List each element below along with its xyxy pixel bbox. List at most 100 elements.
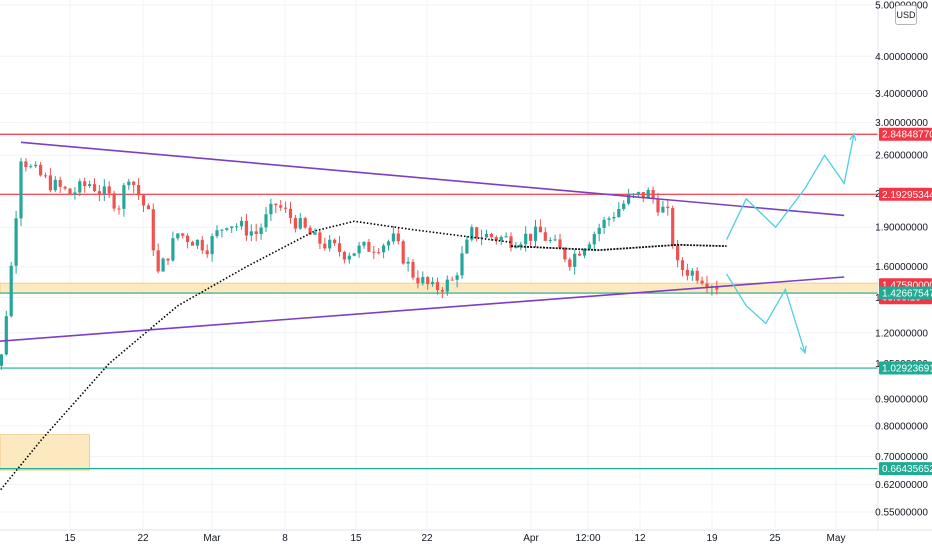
candle-body <box>705 283 709 288</box>
candle-body <box>582 249 587 256</box>
candle-body <box>372 251 376 253</box>
candle-body <box>284 207 288 209</box>
trendlines <box>0 141 845 342</box>
candle-body <box>333 239 337 244</box>
candle-body <box>186 235 190 243</box>
candle-body <box>357 245 361 254</box>
price-labels: 2.848487702.192953441.4758000003:09:191.… <box>879 127 932 476</box>
candle-body <box>685 269 689 276</box>
candle-body <box>132 181 136 186</box>
price-axis-panel[interactable] <box>878 0 932 530</box>
candle-body <box>450 279 454 281</box>
grid <box>0 0 878 530</box>
candle-body <box>288 208 293 218</box>
candle-body <box>58 179 62 187</box>
trendline-lower <box>0 276 845 342</box>
candle-body <box>470 227 474 240</box>
candle-body <box>230 226 234 229</box>
candle-body <box>597 227 601 235</box>
black-moving-average <box>510 243 727 252</box>
candle-body <box>137 185 141 196</box>
candle-body <box>48 175 52 191</box>
candle-body <box>14 218 18 266</box>
candle-body <box>171 238 175 261</box>
time-tick-label: May <box>827 533 846 544</box>
candle-body <box>514 246 518 248</box>
candle-body <box>440 290 444 292</box>
candle-body <box>646 189 650 199</box>
candle-body <box>416 277 420 284</box>
price-label-value: 1.47580000 <box>882 280 932 291</box>
price-label-bg <box>879 127 932 141</box>
projections <box>726 132 857 355</box>
candle-body <box>244 220 248 236</box>
candle-body <box>465 239 469 254</box>
projection-path <box>726 133 855 240</box>
candle-body <box>215 230 219 237</box>
price-tick-label: 0.80000000 <box>875 421 928 432</box>
candle-body <box>166 258 170 261</box>
time-tick-label: 19 <box>706 533 718 544</box>
candle-body <box>367 242 371 252</box>
candle-body <box>200 239 204 251</box>
candle-body <box>19 161 23 219</box>
candles <box>0 157 719 370</box>
candle-body <box>210 236 214 255</box>
price-tick-label: 0.55000000 <box>875 508 928 519</box>
currency-badge[interactable]: USD <box>895 5 917 25</box>
candle-body <box>671 208 675 246</box>
time-tick-label: 22 <box>421 533 433 544</box>
candle-body <box>617 208 621 218</box>
candle-body <box>558 239 562 248</box>
candle-body <box>455 275 459 280</box>
candle-body <box>538 226 542 233</box>
price-tick-label: 1.20000000 <box>875 328 928 339</box>
candle-body <box>318 232 322 244</box>
candle-body <box>88 184 92 186</box>
projection-arrowhead <box>849 132 857 142</box>
candle-body <box>254 231 258 235</box>
time-tick-label: 22 <box>137 533 149 544</box>
candle-body <box>666 206 670 209</box>
candle-body <box>401 241 405 264</box>
candle-body <box>641 192 645 199</box>
price-tick-label: 3.40000000 <box>875 89 928 100</box>
price-label-value: 1.42667547 <box>882 289 932 300</box>
candle-body <box>127 181 131 186</box>
candle-body <box>612 217 616 219</box>
time-tick-label: 25 <box>769 533 781 544</box>
candle-body <box>107 186 111 194</box>
level-lines <box>0 133 878 470</box>
time-tick-label: 8 <box>282 533 288 544</box>
projection-arrowhead <box>799 345 807 355</box>
candle-body <box>529 233 533 241</box>
price-label-value: 2.84848770 <box>882 130 932 141</box>
candle-body <box>298 218 302 229</box>
time-tick-label: Apr <box>523 533 539 544</box>
price-label-bg <box>879 462 932 476</box>
candle-body <box>190 242 195 246</box>
candle-body <box>592 234 596 245</box>
candle-body <box>431 282 435 285</box>
price-tick-label: 0.62000000 <box>875 480 928 491</box>
candle-body <box>249 231 253 236</box>
candle-body <box>587 244 591 250</box>
candle-body <box>313 232 317 235</box>
candle-body <box>195 239 199 246</box>
candle-body <box>146 205 150 210</box>
candle-body <box>161 258 165 272</box>
candle-body <box>499 236 503 241</box>
candle-body <box>279 205 283 208</box>
candle-body <box>377 252 381 254</box>
time-tick-label: 15 <box>350 533 362 544</box>
candle-body <box>68 188 72 195</box>
candle-body <box>484 233 489 238</box>
candle-body <box>396 233 400 242</box>
candle-body <box>337 243 342 252</box>
candle-body <box>0 354 4 366</box>
candle-body <box>573 253 577 267</box>
candle-body <box>342 251 346 260</box>
candle-body <box>411 261 415 278</box>
candle-body <box>382 245 386 253</box>
